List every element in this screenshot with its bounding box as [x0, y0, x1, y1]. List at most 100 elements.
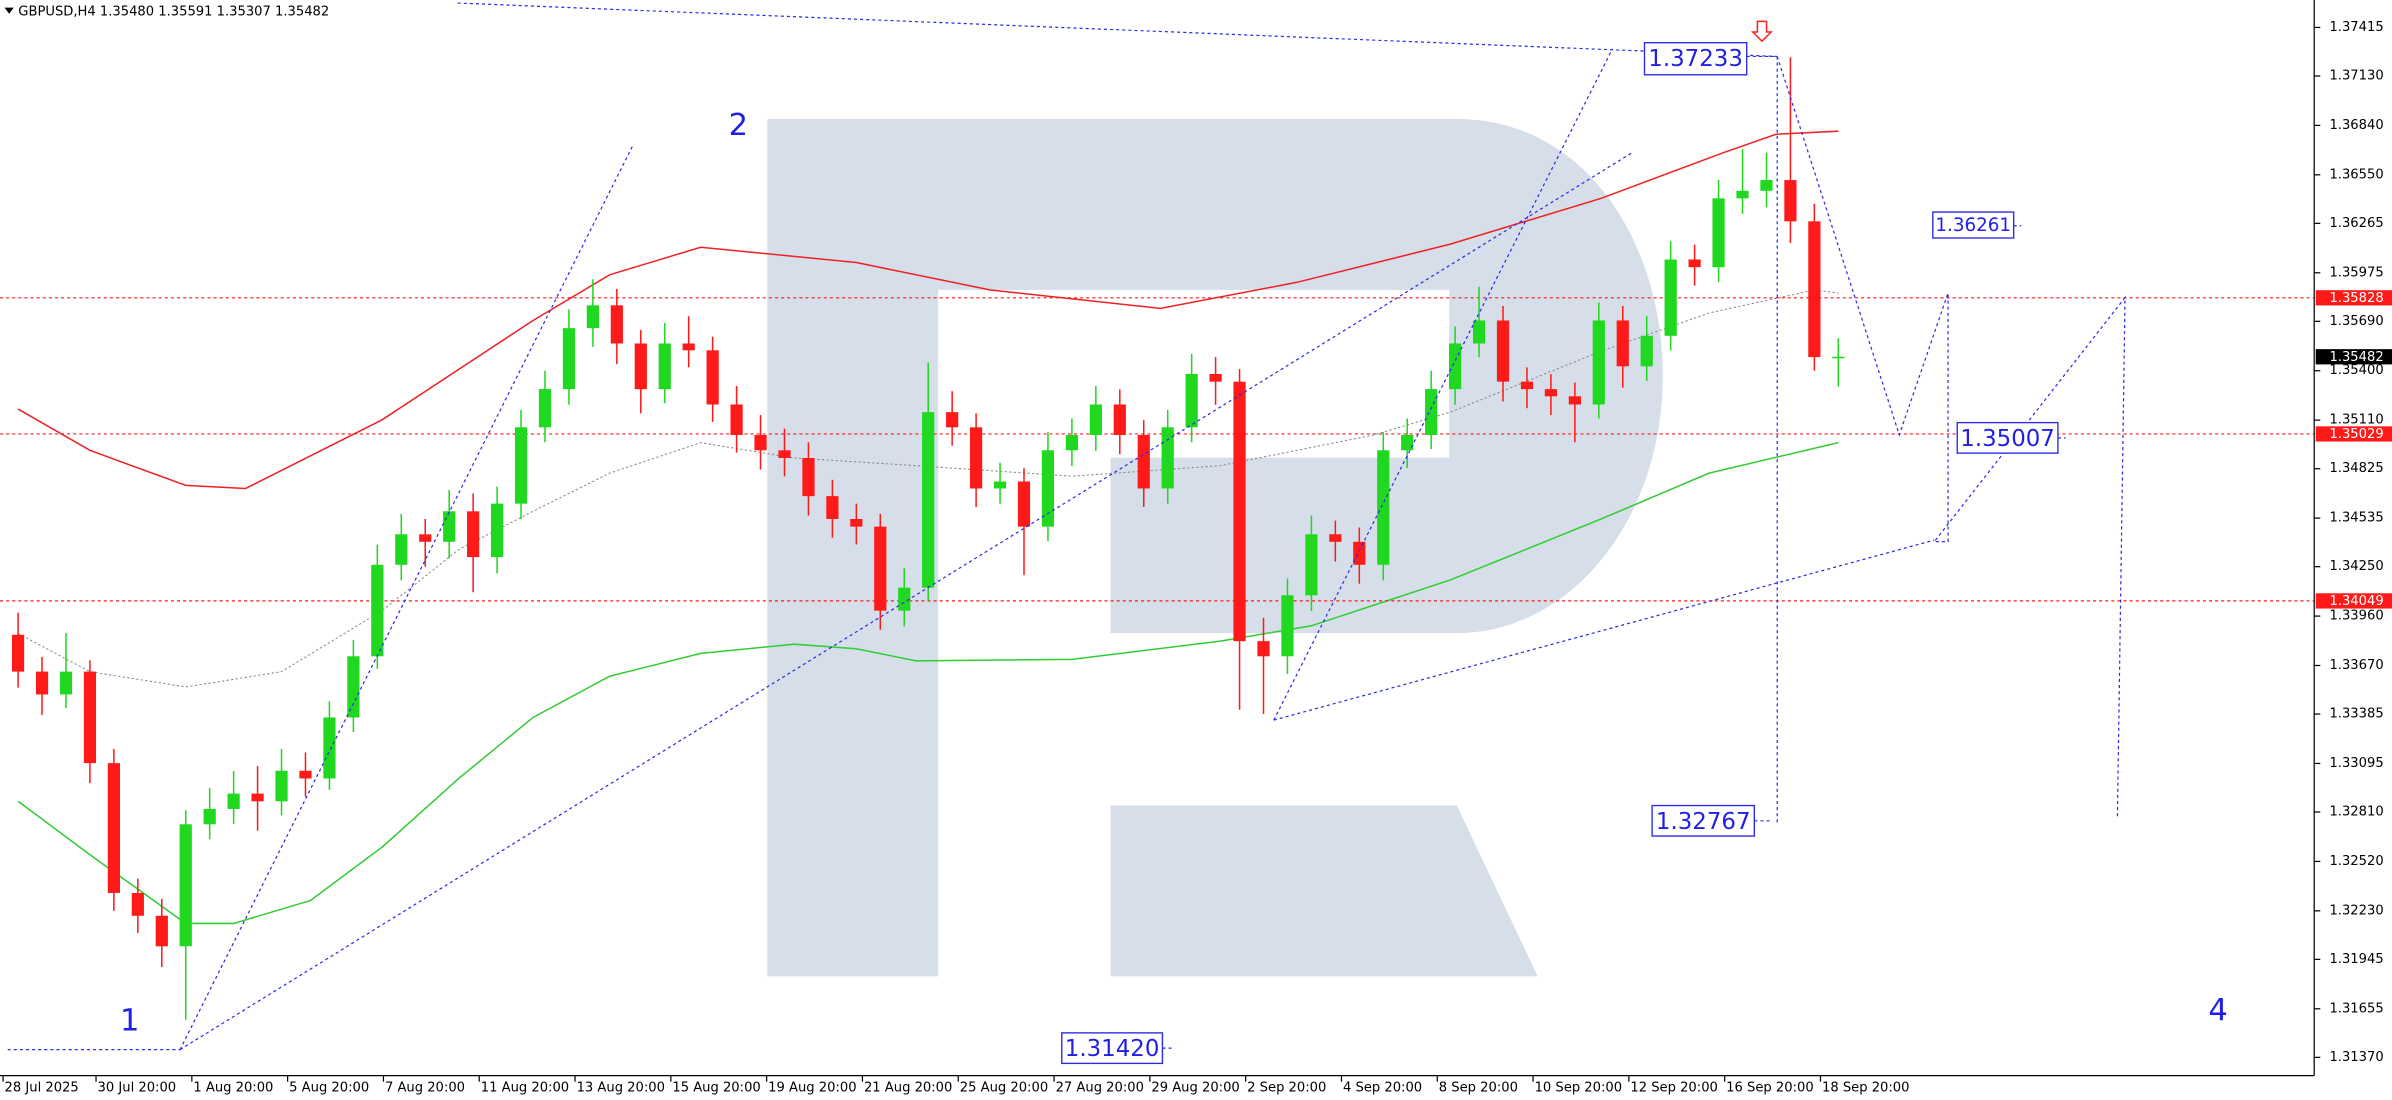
wave-lines: [7, 2, 2126, 1051]
candle-body: [538, 389, 552, 428]
candle-body: [778, 450, 791, 458]
price-label: 1.35007: [1960, 426, 2055, 452]
candle-body: [658, 343, 671, 390]
level-tag-label: 1.35029: [2329, 427, 2383, 442]
candle-body: [419, 534, 432, 542]
y-tick-label: 1.32810: [2329, 805, 2383, 820]
candle-body: [1233, 381, 1246, 642]
candle-body: [371, 564, 384, 657]
candle-body: [35, 671, 49, 695]
x-tick-label: 2 Sep 20:00: [1247, 1080, 1326, 1095]
wave-label: 1: [120, 1004, 139, 1039]
y-tick-label: 1.33670: [2329, 658, 2383, 673]
candle-body: [1185, 373, 1198, 428]
price-label-box: [1932, 211, 2015, 239]
x-tick-label: 4 Sep 20:00: [1343, 1080, 1422, 1095]
candle-body: [634, 343, 647, 390]
watermark-leg: [1110, 805, 1538, 977]
y-tick-label: 1.33095: [2329, 756, 2383, 771]
candle-body: [1137, 434, 1150, 489]
level-tag: [2315, 290, 2392, 306]
x-tick-label: 15 Aug 20:00: [672, 1080, 760, 1095]
candle-body: [706, 350, 719, 405]
candle-body: [1544, 389, 1558, 397]
y-tick-label: 1.34535: [2329, 511, 2383, 526]
y-tick-label: 1.31945: [2329, 952, 2383, 967]
candle-body: [993, 481, 1007, 489]
y-tick-label: 1.33960: [2329, 609, 2383, 624]
candle-body: [131, 892, 144, 916]
candle-body: [1449, 343, 1462, 390]
watermark-r: [767, 119, 1663, 977]
candle-body: [1568, 396, 1581, 405]
y-tick-label: 1.32230: [2329, 903, 2383, 918]
x-tick-label: 1 Aug 20:00: [193, 1080, 273, 1095]
candle-body: [323, 717, 336, 779]
candle-body: [347, 656, 360, 718]
price-label-box: [1651, 804, 1756, 837]
candle-body: [1832, 356, 1845, 359]
candle-body: [11, 634, 25, 672]
candle-body: [1017, 481, 1031, 527]
wave-line: [1273, 539, 1935, 721]
candle-body: [443, 511, 456, 542]
forecast-line: [1776, 56, 2126, 817]
candle-body: [227, 793, 240, 809]
candle-body: [730, 404, 743, 435]
candle-body: [1281, 595, 1294, 657]
candle-body: [275, 770, 288, 802]
candle-body: [1089, 404, 1102, 435]
current-price-label: 1.35482: [2329, 350, 2383, 365]
price-label: 1.31420: [1065, 1036, 1160, 1062]
y-tick-label: 1.36550: [2329, 167, 2383, 182]
candle-body: [586, 305, 599, 329]
price-label-box: [1643, 42, 1748, 76]
x-tick-label: 25 Aug 20:00: [960, 1080, 1048, 1095]
y-tick-label: 1.33385: [2329, 707, 2383, 722]
signal-arrow: [1750, 20, 1773, 43]
x-tick-label: 13 Aug 20:00: [577, 1080, 665, 1095]
candle-body: [850, 518, 863, 527]
y-tick-label: 1.37415: [2329, 20, 2383, 35]
x-tick-label: 11 Aug 20:00: [481, 1080, 569, 1095]
candle-body: [395, 534, 408, 565]
chart-title: GBPUSD,H4 1.35480 1.35591 1.35307 1.3548…: [18, 5, 329, 20]
candle-body: [826, 496, 839, 519]
candle-body: [1760, 180, 1773, 191]
candle-body: [1472, 320, 1486, 344]
candle-body: [1209, 373, 1222, 382]
watermark: [767, 119, 1663, 977]
candle-body: [1640, 335, 1653, 367]
candle-body: [922, 412, 935, 588]
x-tick-label: 12 Sep 20:00: [1630, 1080, 1718, 1095]
candle-body: [610, 305, 623, 344]
x-tick-label: 30 Jul 20:00: [98, 1080, 177, 1095]
candle-body: [514, 427, 528, 504]
x-tick-label: 10 Sep 20:00: [1535, 1080, 1623, 1095]
candle-body: [1329, 534, 1342, 542]
y-tick-label: 1.37130: [2329, 68, 2383, 83]
candle-body: [1065, 434, 1079, 451]
candle-body: [203, 808, 216, 825]
price-label: 1.36261: [1935, 215, 2011, 236]
candle-body: [946, 412, 959, 428]
x-tick-label: 19 Aug 20:00: [768, 1080, 856, 1095]
candle-body: [1041, 450, 1055, 527]
level-tag: [2315, 426, 2392, 442]
candle-body: [467, 511, 480, 558]
wave-label: 2: [729, 108, 748, 143]
level-tag: [2315, 593, 2392, 609]
indicator-line: [17, 441, 1839, 925]
candle-body: [1305, 534, 1318, 596]
candle-body: [299, 770, 312, 779]
x-tick-label: 27 Aug 20:00: [1056, 1080, 1144, 1095]
candle-body: [1664, 259, 1677, 336]
candle-body: [490, 503, 504, 558]
candle-body: [251, 793, 264, 802]
price-label: 1.37233: [1648, 46, 1743, 72]
wave-label: 4: [2208, 993, 2227, 1028]
x-tick-label: 8 Sep 20:00: [1439, 1080, 1518, 1095]
candle-body: [1161, 427, 1174, 489]
